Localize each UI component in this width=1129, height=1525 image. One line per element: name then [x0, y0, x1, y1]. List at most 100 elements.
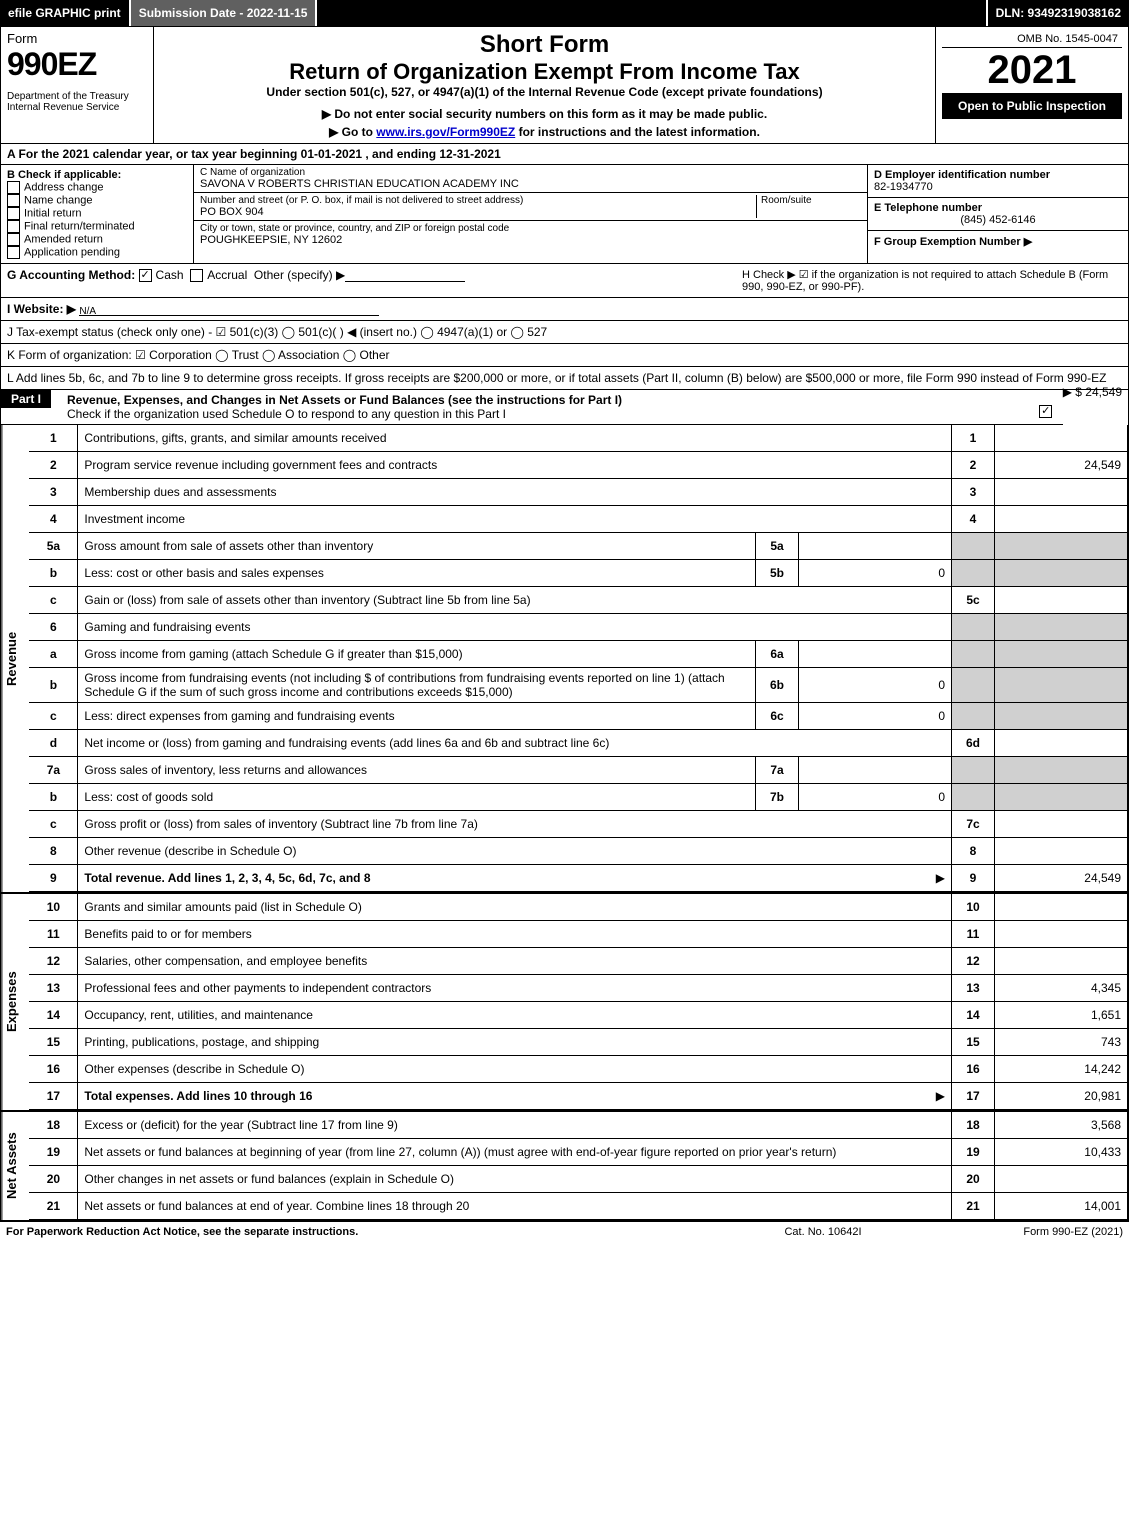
room-label: Room/suite — [761, 195, 861, 206]
line-2-rl: 2 — [952, 452, 995, 479]
line-16-num: 16 — [29, 1056, 78, 1083]
line-17-num: 17 — [29, 1083, 78, 1110]
line-3-desc: Membership dues and assessments — [84, 485, 276, 499]
line-17-rl: 17 — [952, 1083, 995, 1110]
line-8-val — [995, 838, 1128, 865]
line-19-val: 10,433 — [995, 1139, 1128, 1166]
footer: For Paperwork Reduction Act Notice, see … — [0, 1221, 1129, 1242]
form-word: Form — [7, 31, 147, 46]
line-7b-val — [995, 784, 1128, 811]
line-12-rl: 12 — [952, 948, 995, 975]
omb-number: OMB No. 1545-0047 — [942, 31, 1122, 48]
line-7c-desc: Gross profit or (loss) from sales of inv… — [84, 817, 477, 831]
goto-pre: ▶ Go to — [329, 125, 376, 139]
row-l: L Add lines 5b, 6c, and 7b to line 9 to … — [1, 367, 1128, 390]
line-4-val — [995, 506, 1128, 533]
line-11-val — [995, 921, 1128, 948]
line-6d-desc: Net income or (loss) from gaming and fun… — [84, 736, 609, 750]
netassets-vlabel: Net Assets — [1, 1112, 29, 1220]
line-7a-mv — [799, 757, 952, 784]
footer-left: For Paperwork Reduction Act Notice, see … — [6, 1226, 723, 1238]
dept-label: Department of the Treasury Internal Reve… — [7, 91, 147, 113]
line-4-num: 4 — [29, 506, 78, 533]
line-2-num: 2 — [29, 452, 78, 479]
row-j: J Tax-exempt status (check only one) - ☑… — [1, 321, 1128, 344]
line-6c-rl — [952, 703, 995, 730]
website-val: N/A — [79, 306, 96, 317]
line-9-num: 9 — [29, 865, 78, 892]
org-city: POUGHKEEPSIE, NY 12602 — [200, 234, 861, 246]
line-6-val — [995, 614, 1128, 641]
line-6a-val — [995, 641, 1128, 668]
line-20-desc: Other changes in net assets or fund bala… — [84, 1172, 454, 1186]
line-5a-ml: 5a — [756, 533, 799, 560]
c-name-label: C Name of organization — [200, 167, 861, 178]
line-5c-num: c — [29, 587, 78, 614]
efile-print: efile GRAPHIC print — [0, 0, 131, 26]
row-a-tax-year: A For the 2021 calendar year, or tax yea… — [1, 144, 1128, 165]
line-6b-mv: 0 — [799, 668, 952, 703]
line-16-val: 14,242 — [995, 1056, 1128, 1083]
line-4-rl: 4 — [952, 506, 995, 533]
check-cash[interactable] — [139, 269, 152, 282]
line-5c-rl: 5c — [952, 587, 995, 614]
line-6d-val — [995, 730, 1128, 757]
line-6c-num: c — [29, 703, 78, 730]
line-6c-desc: Less: direct expenses from gaming and fu… — [84, 709, 394, 723]
form-number: 990EZ — [7, 46, 147, 83]
revenue-vlabel: Revenue — [1, 425, 29, 892]
check-initial-return[interactable] — [7, 207, 20, 220]
ssn-note: ▶ Do not enter social security numbers o… — [160, 107, 929, 121]
line-5a-rl — [952, 533, 995, 560]
line-7b-num: b — [29, 784, 78, 811]
line-2-val: 24,549 — [995, 452, 1128, 479]
line-13-val: 4,345 — [995, 975, 1128, 1002]
label-cash: Cash — [156, 268, 184, 282]
label-other: Other (specify) ▶ — [254, 268, 345, 282]
part1-header: Part I Revenue, Expenses, and Changes in… — [1, 390, 1063, 425]
line-6d-num: d — [29, 730, 78, 757]
line-19-num: 19 — [29, 1139, 78, 1166]
line-7c-rl: 7c — [952, 811, 995, 838]
check-accrual[interactable] — [190, 269, 203, 282]
check-final-return[interactable] — [7, 220, 20, 233]
line-21-val: 14,001 — [995, 1193, 1128, 1220]
line-6-num: 6 — [29, 614, 78, 641]
label-name-change: Name change — [24, 194, 93, 206]
check-name-change[interactable] — [7, 194, 20, 207]
line-17-arrow: ▶ — [936, 1089, 945, 1103]
line-1-rl: 1 — [952, 425, 995, 452]
line-19-desc: Net assets or fund balances at beginning… — [84, 1145, 836, 1159]
footer-right: Form 990-EZ (2021) — [923, 1226, 1123, 1238]
line-17-desc: Total expenses. Add lines 10 through 16 — [84, 1089, 312, 1103]
check-application-pending[interactable] — [7, 246, 20, 259]
check-amended-return[interactable] — [7, 233, 20, 246]
part1-label: Part I — [1, 390, 51, 408]
label-address-change: Address change — [24, 181, 104, 193]
line-5c-desc: Gain or (loss) from sale of assets other… — [84, 593, 530, 607]
check-address-change[interactable] — [7, 181, 20, 194]
line-12-val — [995, 948, 1128, 975]
line-5a-val — [995, 533, 1128, 560]
line-5a-mv — [799, 533, 952, 560]
label-initial-return: Initial return — [24, 207, 81, 219]
d-label: D Employer identification number — [874, 169, 1122, 181]
line-13-num: 13 — [29, 975, 78, 1002]
part1-check[interactable] — [1039, 405, 1052, 418]
label-final-return: Final return/terminated — [24, 220, 135, 232]
other-specify-line — [345, 269, 465, 282]
part1-subtitle: Check if the organization used Schedule … — [67, 407, 506, 421]
irs-link[interactable]: www.irs.gov/Form990EZ — [376, 125, 515, 139]
org-street: PO BOX 904 — [200, 206, 756, 218]
line-18-val: 3,568 — [995, 1112, 1128, 1139]
line-12-num: 12 — [29, 948, 78, 975]
col-de: D Employer identification number 82-1934… — [868, 165, 1128, 263]
line-6b-num: b — [29, 668, 78, 703]
line-15-desc: Printing, publications, postage, and shi… — [84, 1035, 319, 1049]
row-l-amount: ▶ $ 24,549 — [1063, 385, 1122, 399]
line-6b-desc: Gross income from fundraising events (no… — [84, 671, 724, 699]
line-3-val — [995, 479, 1128, 506]
e-phone: (845) 452-6146 — [874, 214, 1122, 226]
tax-year: 2021 — [942, 48, 1122, 93]
line-20-val — [995, 1166, 1128, 1193]
